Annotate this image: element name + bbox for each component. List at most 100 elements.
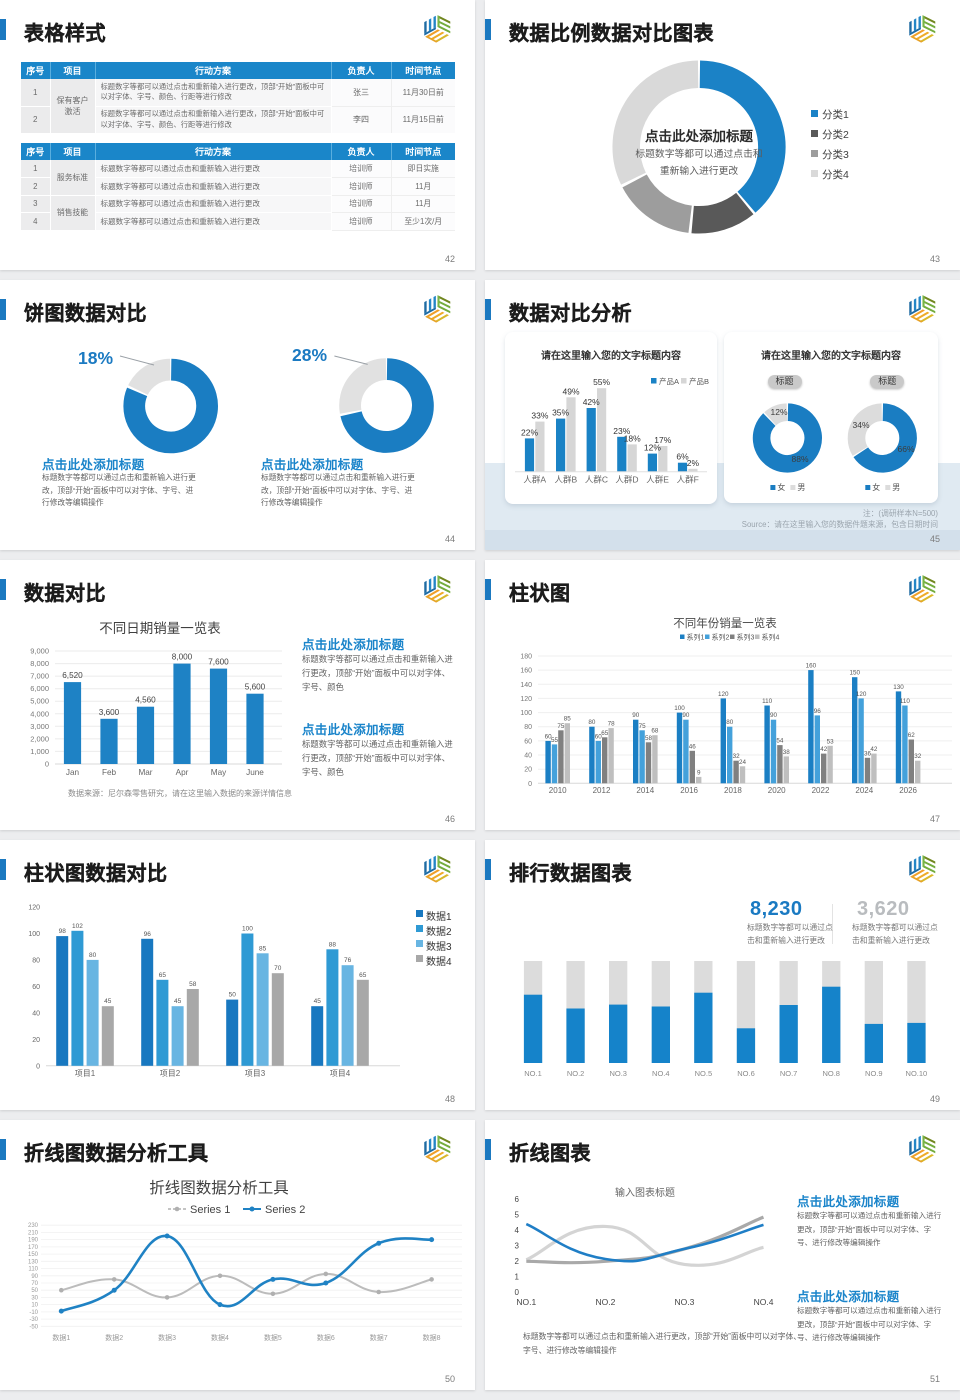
- svg-text:62: 62: [908, 732, 916, 739]
- svg-text:1,000: 1,000: [30, 747, 49, 756]
- svg-text:78: 78: [608, 721, 616, 728]
- svg-text:NO.3: NO.3: [674, 1297, 694, 1307]
- svg-text:NO.4: NO.4: [652, 1069, 670, 1078]
- svg-text:项目3: 项目3: [245, 1069, 266, 1078]
- svg-text:120: 120: [718, 691, 729, 698]
- svg-text:32: 32: [914, 753, 922, 760]
- svg-text:产品B: 产品B: [689, 376, 709, 386]
- svg-text:230: 230: [28, 1223, 39, 1229]
- svg-text:20: 20: [524, 767, 532, 774]
- svg-text:人群C: 人群C: [585, 475, 608, 485]
- svg-text:160: 160: [806, 663, 817, 670]
- svg-text:6,000: 6,000: [30, 684, 49, 693]
- svg-text:4,000: 4,000: [30, 709, 49, 718]
- svg-text:数据7: 数据7: [370, 1333, 388, 1342]
- svg-text:-50: -50: [29, 1324, 38, 1330]
- svg-text:80: 80: [524, 724, 532, 731]
- svg-text:100: 100: [242, 926, 253, 933]
- svg-text:90: 90: [632, 712, 640, 719]
- svg-text:80: 80: [32, 957, 40, 964]
- svg-text:4,560: 4,560: [135, 696, 156, 705]
- svg-text:2%: 2%: [687, 458, 700, 468]
- svg-text:12%: 12%: [644, 443, 661, 453]
- svg-text:100: 100: [520, 710, 532, 717]
- svg-text:96: 96: [144, 931, 152, 938]
- svg-text:58: 58: [189, 981, 197, 988]
- svg-text:130: 130: [893, 684, 904, 691]
- svg-text:May: May: [211, 768, 227, 777]
- svg-text:65: 65: [159, 972, 167, 979]
- svg-text:0: 0: [528, 781, 532, 788]
- svg-text:85: 85: [564, 716, 572, 723]
- svg-text:96: 96: [814, 708, 822, 715]
- svg-text:102: 102: [72, 923, 83, 930]
- svg-text:数据3: 数据3: [158, 1333, 176, 1342]
- svg-text:4: 4: [515, 1226, 520, 1235]
- svg-text:76: 76: [344, 957, 352, 964]
- svg-text:40: 40: [524, 753, 532, 760]
- svg-text:Series 2: Series 2: [265, 1204, 305, 1216]
- svg-text:23%: 23%: [613, 426, 630, 436]
- svg-text:NO.8: NO.8: [822, 1069, 840, 1078]
- svg-text:2010: 2010: [549, 786, 567, 795]
- svg-text:75: 75: [639, 723, 647, 730]
- svg-text:68: 68: [651, 728, 659, 735]
- svg-text:数据1: 数据1: [52, 1333, 70, 1342]
- svg-text:33%: 33%: [531, 411, 548, 421]
- svg-text:数据2: 数据2: [105, 1333, 123, 1342]
- svg-text:60: 60: [524, 738, 532, 745]
- svg-text:20: 20: [32, 1037, 40, 1044]
- svg-text:45: 45: [174, 998, 182, 1005]
- svg-text:7,000: 7,000: [30, 672, 49, 681]
- svg-text:Apr: Apr: [176, 768, 189, 777]
- svg-text:男: 男: [797, 483, 805, 492]
- svg-text:5: 5: [515, 1210, 520, 1219]
- svg-text:10: 10: [31, 1303, 38, 1309]
- svg-text:22%: 22%: [521, 427, 538, 437]
- svg-text:88: 88: [329, 941, 337, 948]
- svg-text:53: 53: [827, 738, 835, 745]
- svg-text:6: 6: [515, 1195, 520, 1204]
- svg-text:Mar: Mar: [138, 768, 152, 777]
- svg-text:24: 24: [739, 759, 747, 766]
- svg-text:2014: 2014: [636, 786, 654, 795]
- svg-text:NO.6: NO.6: [737, 1069, 755, 1078]
- svg-text:女: 女: [777, 482, 785, 492]
- svg-text:46: 46: [689, 743, 697, 750]
- svg-text:65: 65: [601, 730, 609, 737]
- svg-text:2: 2: [515, 1257, 520, 1266]
- svg-text:12%: 12%: [770, 407, 787, 417]
- svg-text:90: 90: [682, 712, 690, 719]
- svg-text:120: 120: [28, 905, 40, 912]
- svg-text:54: 54: [776, 738, 784, 745]
- svg-text:36: 36: [864, 750, 872, 757]
- svg-text:项目1: 项目1: [75, 1069, 96, 1078]
- svg-text:110: 110: [28, 1267, 38, 1273]
- svg-text:80: 80: [726, 719, 734, 726]
- svg-text:140: 140: [520, 682, 532, 689]
- svg-text:42: 42: [870, 746, 878, 753]
- svg-text:60: 60: [32, 984, 40, 991]
- svg-text:NO.1: NO.1: [516, 1297, 536, 1307]
- svg-text:6,520: 6,520: [62, 671, 83, 680]
- svg-text:2020: 2020: [768, 786, 786, 795]
- svg-text:32: 32: [733, 753, 741, 760]
- svg-text:40: 40: [32, 1010, 40, 1017]
- svg-text:系列4: 系列4: [762, 633, 780, 642]
- svg-text:0: 0: [515, 1288, 520, 1297]
- svg-text:系列2: 系列2: [712, 633, 730, 642]
- svg-text:Jan: Jan: [66, 768, 80, 777]
- svg-text:66%: 66%: [897, 444, 914, 454]
- svg-text:9: 9: [697, 769, 701, 776]
- svg-text:-30: -30: [29, 1317, 38, 1323]
- svg-text:NO.2: NO.2: [595, 1297, 615, 1307]
- svg-text:8,000: 8,000: [172, 653, 193, 662]
- svg-text:65: 65: [359, 972, 367, 979]
- svg-text:项目4: 项目4: [330, 1069, 351, 1078]
- svg-text:5,000: 5,000: [30, 697, 49, 706]
- svg-text:人群F: 人群F: [677, 475, 699, 485]
- svg-text:3: 3: [515, 1241, 520, 1250]
- svg-text:数据8: 数据8: [423, 1333, 441, 1342]
- svg-text:系列3: 系列3: [737, 633, 755, 642]
- svg-text:180: 180: [520, 654, 532, 661]
